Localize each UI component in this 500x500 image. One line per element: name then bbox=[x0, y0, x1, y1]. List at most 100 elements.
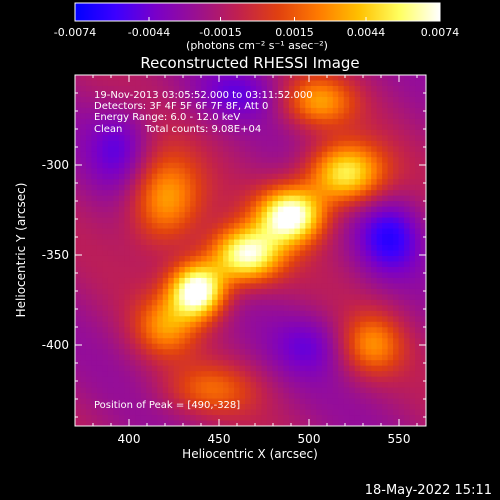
heatmap-cell bbox=[223, 376, 230, 383]
heatmap-cell bbox=[266, 96, 274, 104]
heatmap-cell bbox=[184, 393, 191, 400]
annotation-detectors: Detectors: 3F 4F 5F 6F 7F 8F, Att 0 bbox=[94, 101, 268, 112]
heatmap-cell bbox=[168, 387, 175, 394]
heatmap-cell bbox=[404, 228, 411, 235]
heatmap-cell bbox=[91, 310, 98, 317]
heatmap-cell bbox=[321, 327, 328, 334]
heatmap-cell bbox=[129, 75, 136, 82]
heatmap-cell bbox=[201, 376, 208, 383]
heatmap-cell bbox=[327, 393, 334, 400]
heatmap-cell bbox=[107, 206, 114, 213]
heatmap-cell bbox=[162, 190, 169, 197]
heatmap-cell bbox=[288, 409, 295, 416]
heatmap-cell bbox=[190, 371, 197, 378]
heatmap-cell bbox=[129, 157, 136, 164]
heatmap-cell bbox=[371, 245, 378, 252]
heatmap-cell bbox=[239, 151, 246, 158]
heatmap-cell bbox=[217, 321, 224, 328]
heatmap-cell bbox=[354, 96, 361, 104]
heatmap-cell bbox=[129, 415, 136, 422]
heatmap-cell bbox=[272, 234, 279, 241]
heatmap-cell bbox=[85, 299, 93, 306]
heatmap-cell bbox=[349, 398, 356, 405]
heatmap-cell bbox=[415, 255, 422, 263]
heatmap-cell bbox=[173, 228, 180, 235]
heatmap-cell bbox=[140, 283, 147, 290]
heatmap-cell bbox=[365, 124, 372, 131]
heatmap-cell bbox=[288, 124, 295, 131]
heatmap-cell bbox=[261, 217, 268, 224]
heatmap-cell bbox=[212, 261, 219, 268]
heatmap-cell bbox=[393, 277, 400, 284]
heatmap-cell bbox=[157, 316, 164, 323]
heatmap-cell bbox=[168, 80, 175, 87]
heatmap-cell bbox=[299, 360, 306, 367]
heatmap-cell bbox=[277, 305, 284, 312]
heatmap-cell bbox=[354, 162, 361, 169]
heatmap-cell bbox=[365, 239, 372, 246]
heatmap-cell bbox=[420, 206, 426, 213]
heatmap-cell bbox=[102, 206, 109, 213]
heatmap-cell bbox=[135, 129, 142, 136]
heatmap-cell bbox=[305, 299, 312, 306]
heatmap-cell bbox=[212, 294, 219, 301]
heatmap-cell bbox=[223, 283, 230, 290]
heatmap-cell bbox=[305, 343, 312, 350]
heatmap-cell bbox=[316, 272, 323, 279]
heatmap-cell bbox=[272, 294, 279, 301]
heatmap-cell bbox=[272, 135, 279, 142]
heatmap-cell bbox=[321, 305, 328, 312]
heatmap-cell bbox=[75, 206, 82, 213]
heatmap-cell bbox=[305, 387, 312, 394]
heatmap-cell bbox=[376, 212, 383, 219]
heatmap-cell bbox=[393, 217, 400, 224]
heatmap-cell bbox=[338, 387, 345, 394]
heatmap-cell bbox=[217, 371, 224, 378]
heatmap-cell bbox=[420, 272, 426, 279]
heatmap-cell bbox=[118, 173, 125, 180]
heatmap-cell bbox=[234, 85, 241, 93]
heatmap-cell bbox=[305, 195, 312, 202]
heatmap-cell bbox=[310, 376, 317, 383]
heatmap-cell bbox=[255, 387, 263, 394]
heatmap-cell bbox=[398, 118, 405, 125]
heatmap-cell bbox=[96, 404, 104, 411]
heatmap-cell bbox=[360, 129, 367, 136]
heatmap-cell bbox=[415, 332, 422, 339]
heatmap-cell bbox=[354, 349, 361, 356]
heatmap-cell bbox=[234, 360, 241, 367]
heatmap-cell bbox=[327, 288, 334, 295]
x-tick-label-1: 450 bbox=[208, 432, 231, 446]
heatmap-cell bbox=[129, 294, 136, 301]
heatmap-cell bbox=[91, 146, 98, 153]
heatmap-cell bbox=[146, 113, 153, 120]
heatmap-cell bbox=[212, 228, 219, 235]
heatmap-cell bbox=[118, 217, 125, 224]
heatmap-cell bbox=[288, 250, 295, 257]
heatmap-cell bbox=[201, 321, 208, 328]
heatmap-cell bbox=[338, 360, 345, 367]
heatmap-cell bbox=[107, 310, 114, 317]
heatmap-cell bbox=[343, 404, 350, 411]
heatmap-cell bbox=[288, 288, 295, 295]
heatmap-cell bbox=[234, 266, 241, 274]
heatmap-cell bbox=[151, 266, 158, 274]
heatmap-cell bbox=[376, 277, 383, 284]
heatmap-cell bbox=[118, 277, 125, 284]
heatmap-cell bbox=[91, 371, 98, 378]
heatmap-cell bbox=[140, 332, 147, 339]
heatmap-cell bbox=[305, 371, 312, 378]
heatmap-cell bbox=[190, 151, 197, 158]
heatmap-cell bbox=[85, 277, 93, 284]
heatmap-cell bbox=[129, 217, 136, 224]
heatmap-cell bbox=[75, 310, 82, 317]
heatmap-cell bbox=[404, 261, 411, 268]
heatmap-cell bbox=[393, 206, 400, 213]
heatmap-cell bbox=[184, 146, 191, 153]
heatmap-cell bbox=[250, 321, 257, 328]
heatmap-cell bbox=[135, 321, 142, 328]
heatmap-cell bbox=[360, 266, 367, 274]
heatmap-cell bbox=[321, 140, 328, 147]
heatmap-cell bbox=[261, 283, 268, 290]
heatmap-cell bbox=[80, 195, 87, 202]
